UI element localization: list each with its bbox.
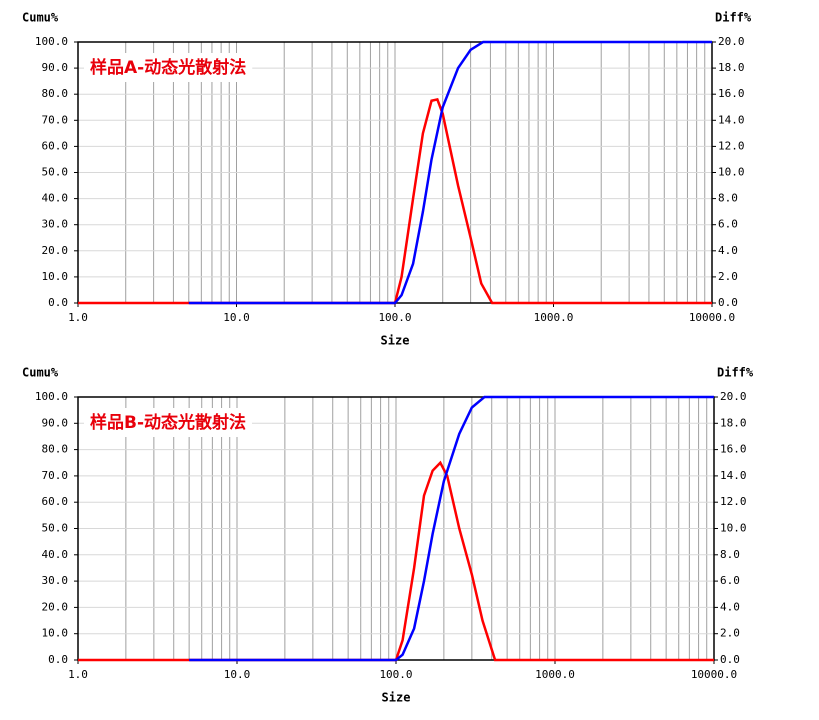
y2-tick-label: 16.0 [720, 443, 747, 456]
y-tick-label: 40.0 [42, 192, 69, 205]
y-tick-label: 40.0 [42, 548, 69, 561]
series-line [78, 97, 712, 305]
y2-tick-label: 4.0 [718, 244, 738, 257]
x-axis-label: Size [382, 691, 411, 705]
x-tick-label: 10000.0 [689, 311, 735, 324]
y-tick-label: 0.0 [48, 296, 68, 309]
y2-tick-label: 6.0 [720, 574, 740, 587]
x-tick-label: 1000.0 [534, 311, 574, 324]
y-tick-label: 70.0 [42, 469, 69, 482]
y-axis-label: Cumu% [22, 11, 59, 25]
series-line [78, 460, 714, 662]
y-tick-label: 20.0 [42, 244, 69, 257]
y2-tick-label: 4.0 [720, 600, 740, 613]
y2-tick-label: 10.0 [720, 522, 747, 535]
y2-tick-label: 8.0 [720, 548, 740, 561]
x-tick-label: 1.0 [68, 311, 88, 324]
x-tick-label: 10000.0 [691, 668, 737, 681]
y-tick-label: 10.0 [42, 627, 69, 640]
y2-axis-label: Diff% [715, 11, 752, 25]
chart: 样品B-动态光散射法 0.0 10.0 20.0 30.0 40.0 50.0 60.0 70.… [22, 366, 754, 705]
y2-tick-label: 20.0 [720, 390, 747, 403]
y-tick-label: 20.0 [42, 600, 69, 613]
annotation-background [84, 408, 253, 437]
y2-tick-label: 20.0 [718, 35, 745, 48]
y2-tick-label: 6.0 [718, 218, 738, 231]
y2-tick-label: 14.0 [720, 469, 747, 482]
x-tick-label: 1.0 [68, 668, 88, 681]
y2-tick-label: 2.0 [720, 627, 740, 640]
x-tick-label: 1000.0 [535, 668, 575, 681]
y2-tick-label: 10.0 [718, 166, 745, 179]
y2-tick-label: 2.0 [718, 270, 738, 283]
y-tick-label: 30.0 [42, 218, 69, 231]
x-axis-label: Size [381, 334, 410, 348]
y-tick-label: 50.0 [42, 522, 69, 535]
y2-tick-label: 0.0 [720, 653, 740, 666]
y-tick-label: 30.0 [42, 574, 69, 587]
x-tick-label: 100.0 [378, 311, 411, 324]
series-line [189, 395, 714, 662]
y2-tick-label: 18.0 [718, 61, 745, 74]
y2-axis-label: Diff% [717, 366, 754, 380]
y2-tick-label: 14.0 [718, 113, 745, 126]
y-tick-label: 80.0 [42, 443, 69, 456]
y2-tick-label: 12.0 [720, 495, 747, 508]
y2-tick-label: 16.0 [718, 87, 745, 100]
y-tick-label: 10.0 [42, 270, 69, 283]
y2-tick-label: 0.0 [718, 296, 738, 309]
y-tick-label: 80.0 [42, 87, 69, 100]
x-tick-label: 10.0 [224, 668, 251, 681]
y2-tick-label: 18.0 [720, 416, 747, 429]
annotation: 样品B-动态光散射法 [90, 412, 246, 433]
y-axis-label: Cumu% [22, 366, 59, 380]
y-tick-label: 0.0 [48, 653, 68, 666]
y2-tick-label: 12.0 [718, 139, 745, 152]
y2-tick-label: 8.0 [718, 192, 738, 205]
annotation: 样品A-动态光散射法 [90, 57, 246, 78]
y-tick-label: 100.0 [35, 390, 68, 403]
y-tick-label: 90.0 [42, 416, 69, 429]
y-tick-label: 60.0 [42, 495, 69, 508]
y-tick-label: 90.0 [42, 61, 69, 74]
chart: 样品A-动态光散射法 0.0 10.0 20.0 30.0 40.0 50.0 60.0 70.… [22, 11, 752, 348]
y-tick-label: 100.0 [35, 35, 68, 48]
y-tick-label: 70.0 [42, 113, 69, 126]
annotation-background [84, 53, 253, 82]
x-tick-label: 100.0 [379, 668, 412, 681]
x-tick-label: 10.0 [223, 311, 250, 324]
series-line [188, 40, 712, 305]
y-tick-label: 60.0 [42, 139, 69, 152]
y-tick-label: 50.0 [42, 166, 69, 179]
